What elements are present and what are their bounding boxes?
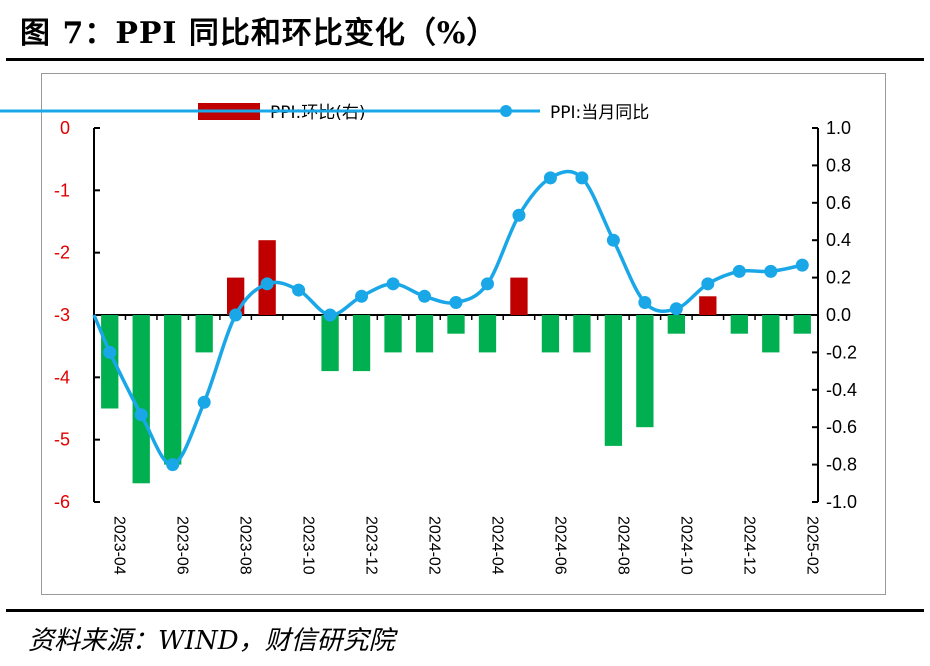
right-tick-label: -0.2 — [826, 342, 857, 362]
mom-bar — [541, 315, 560, 353]
yoy-point — [323, 308, 337, 322]
mom-bar — [415, 315, 434, 353]
right-tick-label: -0.8 — [826, 455, 857, 475]
left-tick-label: -1 — [54, 180, 70, 200]
yoy-point — [480, 277, 494, 291]
right-tick-label: 0.8 — [826, 155, 851, 175]
mom-bar — [573, 315, 591, 353]
mom-bar — [447, 315, 465, 334]
mom-bar — [793, 315, 811, 334]
x-tick-label: 2023-10 — [300, 516, 317, 575]
yoy-point — [701, 277, 715, 291]
x-tick-label: 2024-08 — [614, 516, 631, 575]
mom-bar — [730, 315, 748, 334]
left-tick-label: -5 — [54, 430, 70, 450]
right-tick-label: 0.0 — [826, 305, 851, 325]
right-tick-label: -1.0 — [826, 492, 857, 512]
x-tick-label: 2024-04 — [488, 516, 505, 575]
yoy-point — [512, 208, 526, 222]
right-tick-label: -0.4 — [826, 380, 857, 400]
right-tick-label: 1.0 — [826, 118, 851, 138]
yoy-point — [795, 258, 809, 272]
yoy-point — [229, 308, 243, 322]
left-tick-label: -3 — [54, 305, 70, 325]
mom-bar — [352, 315, 371, 372]
right-tick-label: 0.4 — [826, 230, 851, 250]
chart-frame — [41, 73, 886, 595]
yoy-point — [197, 395, 211, 409]
mom-bar — [699, 296, 717, 315]
mom-bar — [510, 277, 528, 315]
x-tick-label: 2023-04 — [111, 516, 128, 575]
mom-bar — [762, 315, 780, 353]
x-tick-label: 2023-12 — [363, 516, 380, 575]
yoy-point — [638, 296, 652, 310]
mom-bar — [321, 315, 339, 372]
legend-label-mom: PPI:环比(右) — [270, 103, 366, 123]
chart-legend: PPI:环比(右) PPI:当月同比 — [0, 103, 649, 123]
mom-bar — [195, 315, 213, 353]
mom-bar — [164, 315, 182, 465]
mom-bar — [478, 315, 497, 353]
yoy-point — [103, 345, 117, 359]
mom-bars — [101, 240, 811, 484]
yoy-point — [260, 277, 274, 291]
yoy-point — [166, 458, 180, 472]
x-tick-label: 2023-08 — [237, 516, 254, 575]
mom-bar — [384, 315, 402, 353]
right-tick-label: -0.6 — [826, 417, 857, 437]
figure-title: 图 7：PPI 同比和环比变化（%） — [20, 16, 498, 51]
yoy-point — [575, 171, 589, 185]
bottom-rule — [6, 609, 924, 612]
mom-bar — [667, 315, 686, 334]
mom-bar — [636, 315, 654, 428]
legend-swatch-yoy-marker — [500, 105, 512, 117]
x-tick-label: 2023-06 — [174, 516, 191, 575]
yoy-point — [732, 264, 746, 278]
mom-bar — [604, 315, 623, 446]
right-tick-label: 0.2 — [826, 268, 851, 288]
top-rule — [6, 58, 924, 61]
yoy-point — [449, 296, 463, 310]
mom-bar — [132, 315, 150, 484]
yoy-point — [606, 233, 620, 247]
left-tick-label: -2 — [54, 243, 70, 263]
yoy-point — [418, 289, 432, 303]
x-tick-label: 2024-06 — [551, 516, 568, 575]
left-tick-label: -4 — [54, 367, 70, 387]
x-tick-label: 2025-02 — [803, 516, 820, 575]
yoy-point — [292, 283, 306, 297]
yoy-point — [134, 408, 148, 422]
x-tick-label: 2024-12 — [740, 516, 757, 575]
source-note: 资料来源：WIND，财信研究院 — [28, 626, 395, 656]
left-tick-label: 0 — [60, 118, 70, 138]
left-tick-label: -6 — [54, 492, 70, 512]
yoy-point — [386, 277, 400, 291]
yoy-point — [669, 302, 683, 316]
legend-label-yoy: PPI:当月同比 — [550, 103, 649, 123]
yoy-point — [355, 289, 369, 303]
right-tick-label: 0.6 — [826, 193, 851, 213]
yoy-line — [92, 169, 809, 472]
yoy-point — [543, 171, 557, 185]
x-tick-label: 2024-02 — [426, 516, 443, 575]
x-tick-label: 2024-10 — [677, 516, 694, 575]
yoy-point — [764, 264, 778, 278]
